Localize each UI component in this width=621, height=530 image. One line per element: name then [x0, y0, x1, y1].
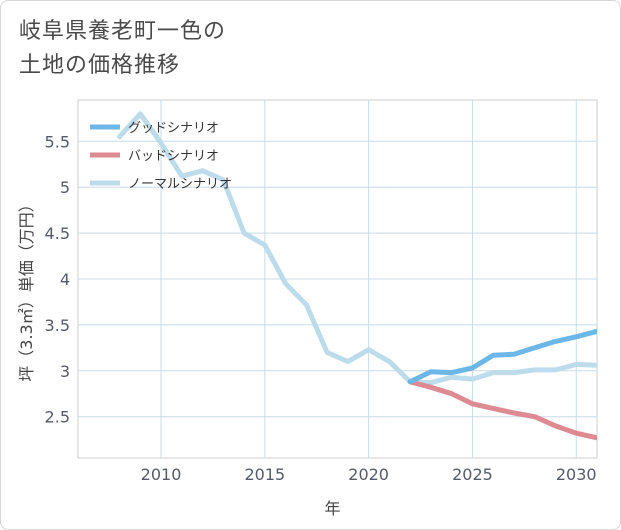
y-tick-label: 4.5 [45, 224, 70, 243]
x-tick-label: 2025 [452, 465, 493, 484]
series-line-2 [117, 111, 597, 386]
series-line-1 [407, 379, 597, 441]
x-tick-label: 2015 [244, 465, 285, 484]
y-tick-label: 5.5 [45, 132, 70, 151]
series-line-0 [407, 328, 597, 385]
x-tick-label: 2030 [556, 465, 597, 484]
x-axis-title: 年 [324, 499, 340, 518]
y-tick-label: 3 [60, 362, 70, 381]
y-tick-label: 5 [60, 178, 70, 197]
x-tick-label: 2010 [141, 465, 182, 484]
x-tick-label: 2020 [348, 465, 389, 484]
legend-label-2: ノーマルシナリオ [128, 177, 232, 192]
y-axis-title: 坪（3.3㎡）単価（万円） [17, 196, 36, 381]
title-line-1: 岐阜県養老町一色の [19, 19, 227, 44]
legend-label-1: バッドシナリオ [128, 149, 219, 164]
legend-label-0: グッドシナリオ [128, 121, 219, 136]
y-tick-label: 3.5 [45, 316, 70, 335]
y-tick-label: 2.5 [45, 408, 70, 427]
y-tick-label: 4 [60, 270, 70, 289]
title-line-2: 土地の価格推移 [19, 53, 181, 78]
chart-title: 岐阜県養老町一色の 土地の価格推移 [19, 15, 226, 83]
